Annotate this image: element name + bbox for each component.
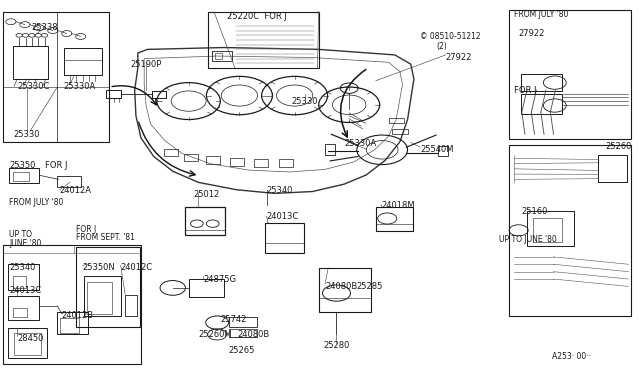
Text: 24013C: 24013C [267, 212, 299, 221]
Text: 24875G: 24875G [204, 275, 236, 283]
Text: 25330C: 25330C [17, 82, 50, 91]
Text: 25265: 25265 [228, 346, 255, 355]
Text: JUNE '80: JUNE '80 [9, 239, 42, 248]
Bar [520, 94, 562, 114]
Text: 24080B: 24080B [325, 282, 357, 291]
Text: 24012A: 24012A [60, 186, 92, 195]
Bar [520, 74, 562, 91]
Bar [598, 155, 627, 182]
Bar [265, 223, 304, 253]
Bar [57, 176, 81, 187]
Text: 27922: 27922 [518, 29, 545, 38]
Text: 27922: 27922 [445, 53, 472, 62]
Text: FROM JULY '80: FROM JULY '80 [514, 10, 568, 19]
Text: 25350: 25350 [9, 161, 35, 170]
Text: 24013C: 24013C [9, 286, 41, 295]
Bar [63, 48, 102, 75]
Bar [533, 218, 562, 242]
Bar [254, 160, 268, 167]
Bar [228, 317, 257, 327]
Bar [3, 13, 109, 142]
Text: 25160: 25160 [522, 207, 548, 217]
Bar [60, 318, 79, 333]
Bar [215, 54, 221, 60]
Text: A253· 00··: A253· 00·· [552, 352, 591, 361]
Text: UP TO JUNE '80: UP TO JUNE '80 [499, 235, 557, 244]
Text: 25190P: 25190P [131, 60, 162, 70]
Text: 25338: 25338 [31, 23, 58, 32]
Text: 24012C: 24012C [121, 263, 153, 272]
Bar [228, 329, 257, 337]
Text: UP TO: UP TO [9, 230, 32, 239]
Bar [125, 295, 136, 316]
Text: 24080B: 24080B [237, 330, 269, 339]
Bar [13, 46, 48, 79]
Text: 25260M: 25260M [198, 330, 232, 339]
Bar [84, 276, 121, 316]
Bar [207, 12, 319, 68]
Bar [392, 129, 408, 134]
Bar [106, 90, 122, 98]
Bar [189, 279, 223, 297]
Bar [280, 160, 293, 167]
Text: 25330A: 25330A [63, 82, 96, 91]
Text: 25330: 25330 [291, 97, 318, 106]
Text: FOR J: FOR J [45, 161, 67, 170]
Text: 24018M: 24018M [381, 201, 415, 210]
Bar [212, 51, 232, 61]
Text: (2): (2) [436, 42, 447, 51]
Text: 28450: 28450 [17, 334, 44, 343]
Text: 25540M: 25540M [420, 145, 454, 154]
Bar [13, 308, 27, 317]
Bar [376, 207, 413, 231]
Text: FOR J: FOR J [514, 86, 537, 95]
Bar [230, 158, 244, 166]
Text: FOR J: FOR J [76, 225, 97, 234]
Text: 25285: 25285 [356, 282, 383, 291]
Bar [8, 264, 40, 290]
Bar [319, 268, 371, 311]
Bar [527, 211, 575, 246]
Text: 25340: 25340 [9, 263, 35, 272]
Bar [8, 328, 47, 358]
Text: FROM JULY '80: FROM JULY '80 [9, 198, 63, 207]
Text: 25742: 25742 [220, 315, 246, 324]
Bar [13, 276, 26, 288]
Bar [206, 157, 220, 164]
Text: 25280: 25280 [323, 341, 349, 350]
Bar [13, 171, 29, 181]
Text: 25350N: 25350N [83, 263, 115, 272]
Bar [152, 91, 166, 98]
Bar [87, 282, 113, 314]
Bar [76, 247, 140, 327]
Bar [325, 144, 335, 155]
Bar [164, 149, 178, 157]
Bar [3, 245, 141, 364]
Text: 25340: 25340 [266, 186, 292, 195]
Bar [57, 312, 88, 334]
Text: FROM SEPT. '81: FROM SEPT. '81 [76, 233, 135, 242]
Bar [509, 10, 631, 139]
Bar [184, 154, 198, 161]
Bar [8, 296, 40, 320]
Bar [14, 333, 41, 355]
Text: 25330A: 25330A [344, 139, 376, 148]
Bar [509, 145, 631, 316]
Text: 25012: 25012 [193, 190, 220, 199]
Bar [438, 146, 447, 157]
Text: © 08510-51212: © 08510-51212 [420, 32, 481, 41]
Bar [388, 118, 404, 123]
Bar [186, 207, 225, 235]
Text: 24012B: 24012B [61, 311, 94, 320]
Text: 25330: 25330 [13, 130, 40, 139]
Text: 25220C  FOR J: 25220C FOR J [227, 12, 287, 21]
Text: 25260: 25260 [605, 142, 632, 151]
Bar [9, 167, 40, 183]
